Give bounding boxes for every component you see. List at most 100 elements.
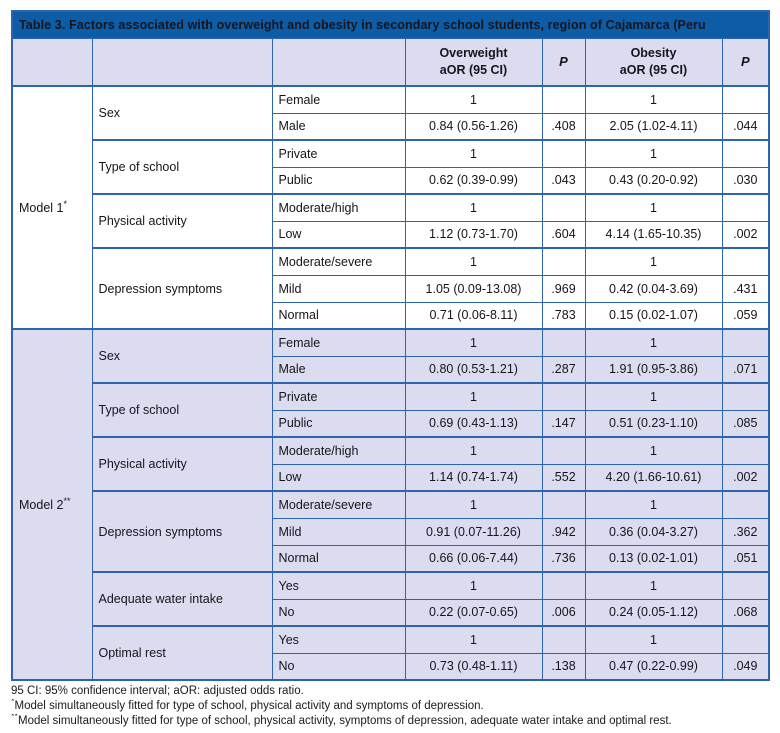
table-row: Male 0.84 (0.56-1.26) .408 2.05 (1.02-4.… [12,112,770,141]
column-header-row: Overweight aOR (95 CI) P Obesity aOR (95… [11,37,770,87]
footnote-abbreviations: 95 CI: 95% confidence interval; aOR: adj… [11,684,768,699]
obesity-p-cell [721,436,770,465]
level-cell: Private [271,139,406,168]
overweight-p-cell: .006 [541,598,586,627]
obesity-aor-cell: 2.05 (1.02-4.11) [584,112,723,141]
obesity-aor-cell: 1 [584,85,723,114]
obesity-p-cell [721,571,770,600]
level-cell: Male [271,112,406,141]
level-cell: Public [271,409,406,438]
factor-label: Adequate water intake [91,571,273,627]
footnote-model-1: *Model simultaneously fitted for type of… [11,699,768,714]
obesity-p-cell: .059 [721,301,770,330]
overweight-p-cell [541,85,586,114]
overweight-aor-cell: 1 [404,247,543,276]
column-header-p-obesity: P [721,37,770,87]
level-cell: No [271,652,406,681]
level-cell: Moderate/severe [271,490,406,519]
obesity-aor-cell: 0.42 (0.04-3.69) [584,274,723,303]
obesity-p-cell: .431 [721,274,770,303]
obesity-aor-cell: 1 [584,247,723,276]
overweight-p-cell: .043 [541,166,586,195]
obesity-aor-cell: 0.36 (0.04-3.27) [584,517,723,546]
model-footnote-marker: * [63,198,67,209]
table-row: Type of school Private 1 1 [12,139,770,195]
level-cell: Moderate/severe [271,247,406,276]
obesity-p-cell: .071 [721,355,770,384]
factor-label: Type of school [91,139,273,195]
footnote-marker: * [11,699,15,707]
obesity-aor-cell: 4.20 (1.66-10.61) [584,463,723,492]
overweight-aor-cell: 1.05 (0.09-13.08) [404,274,543,303]
obesity-aor-cell: 0.13 (0.02-1.01) [584,544,723,573]
level-cell: Mild [271,517,406,546]
factor-label: Physical activity [91,193,273,249]
factor-label: Depression symptoms [91,490,273,573]
overweight-aor-cell: 1 [404,382,543,411]
overweight-aor-cell: 1 [404,85,543,114]
overweight-sublabel: aOR (95 CI) [439,62,508,77]
model-name: Model 2 [19,497,64,512]
footnotes: 95 CI: 95% confidence interval; aOR: adj… [11,684,768,729]
obesity-p-cell: .030 [721,166,770,195]
overweight-p-cell: .736 [541,544,586,573]
overweight-aor-cell: 1 [404,193,543,222]
obesity-p-cell [721,490,770,519]
level-cell: No [271,598,406,627]
header-empty-factor [91,37,273,87]
level-cell: Private [271,382,406,411]
header-empty-model [11,37,93,87]
overweight-p-cell [541,436,586,465]
obesity-p-cell: .362 [721,517,770,546]
overweight-p-cell: .147 [541,409,586,438]
table-row: Male 0.80 (0.53-1.21) .287 1.91 (0.95-3.… [12,355,770,384]
table-row: Optimal rest Yes 1 1 [12,625,770,681]
overweight-p-cell: .138 [541,652,586,681]
overweight-aor-cell: 0.80 (0.53-1.21) [404,355,543,384]
level-cell: Low [271,220,406,249]
level-cell: Yes [271,625,406,654]
obesity-aor-cell: 0.47 (0.22-0.99) [584,652,723,681]
level-cell: Male [271,355,406,384]
obesity-aor-cell: 0.43 (0.20-0.92) [584,166,723,195]
level-cell: Low [271,463,406,492]
header-empty-level [271,37,406,87]
table-row: Mild 0.91 (0.07-11.26) .942 0.36 (0.04-3… [12,517,770,546]
table-row: Physical activity Moderate/high 1 1 [12,193,770,249]
footnote-model-2: **Model simultaneously fitted for type o… [11,714,768,729]
footnote-marker: ** [11,714,19,722]
obesity-p-cell: .051 [721,544,770,573]
obesity-aor-cell: 0.24 (0.05-1.12) [584,598,723,627]
footnote-text: 95 CI: 95% confidence interval; aOR: adj… [11,685,304,697]
overweight-aor-cell: 0.62 (0.39-0.99) [404,166,543,195]
level-cell: Moderate/high [271,436,406,465]
obesity-p-cell: .085 [721,409,770,438]
obesity-p-cell [721,139,770,168]
table-row: Normal 0.66 (0.06-7.44) .736 0.13 (0.02-… [12,544,770,573]
obesity-aor-cell: 1 [584,625,723,654]
obesity-aor-cell: 1 [584,436,723,465]
obesity-p-cell [721,328,770,357]
level-cell: Mild [271,274,406,303]
model-1-label: Model 1* [11,85,93,330]
footnote-text: Model simultaneously fitted for type of … [14,700,484,712]
obesity-aor-cell: 0.15 (0.02-1.07) [584,301,723,330]
table-title: Table 3. Factors associated with overwei… [11,10,770,39]
factor-label: Sex [91,328,273,384]
level-cell: Female [271,328,406,357]
overweight-label: Overweight [439,45,508,60]
obesity-aor-cell: 1 [584,490,723,519]
overweight-p-cell [541,193,586,222]
obesity-aor-cell: 4.14 (1.65-10.35) [584,220,723,249]
obesity-aor-cell: 1.91 (0.95-3.86) [584,355,723,384]
table-row: Public 0.62 (0.39-0.99) .043 0.43 (0.20-… [12,166,770,195]
overweight-aor-cell: 0.22 (0.07-0.65) [404,598,543,627]
factors-table: Table 3. Factors associated with overwei… [11,10,771,681]
table-row: Depression symptoms Moderate/severe 1 1 [12,247,770,330]
obesity-p-cell [721,382,770,411]
table-row: Normal 0.71 (0.06-8.11) .783 0.15 (0.02-… [12,301,770,330]
overweight-p-cell: .287 [541,355,586,384]
level-cell: Normal [271,301,406,330]
overweight-p-cell: .552 [541,463,586,492]
